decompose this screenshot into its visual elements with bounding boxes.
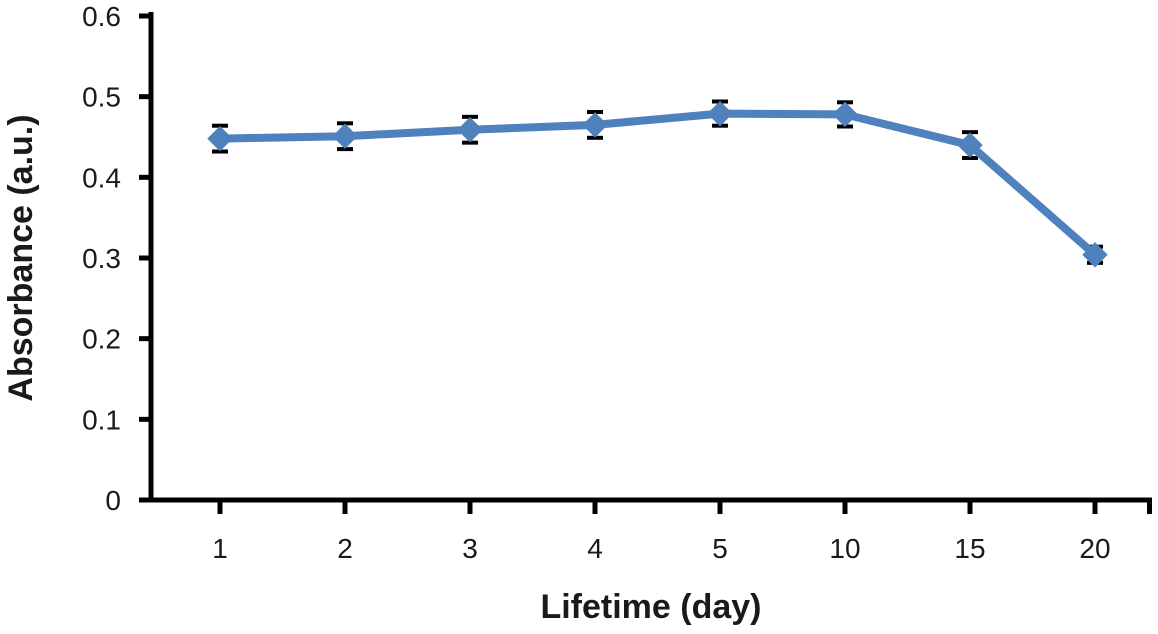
x-axis-title: Lifetime (day): [540, 588, 761, 626]
data-point-marker: [582, 112, 608, 138]
data-point-marker: [957, 132, 983, 158]
x-tick-label: 15: [954, 533, 985, 564]
x-tick-label: 20: [1079, 533, 1110, 564]
y-tick-label: 0.5: [82, 82, 121, 113]
plot-area: 0 0.1 0.2 0.3 0.4 0.5 0.6 1 2 3 4 5 10 15 20: [82, 1, 1152, 564]
x-tick-label: 1: [212, 533, 228, 564]
y-tick-label: 0.2: [82, 324, 121, 355]
data-point-marker: [1082, 242, 1108, 268]
y-tick-label: 0: [105, 485, 121, 516]
y-axis-title: Absorbance (a.u.): [2, 114, 40, 401]
x-tick-label: 2: [337, 533, 353, 564]
data-point-marker: [207, 125, 233, 152]
y-tick-label: 0.6: [82, 1, 121, 32]
x-tick-label: 5: [712, 533, 728, 564]
data-point-marker: [832, 101, 858, 128]
y-tick-label: 0.1: [82, 404, 121, 435]
data-point-marker: [332, 123, 358, 149]
data-point-marker: [707, 100, 733, 127]
y-tick-label: 0.4: [82, 162, 121, 193]
y-tick-label: 0.3: [82, 243, 121, 274]
x-tick-label: 3: [462, 533, 478, 564]
x-tick-label: 10: [829, 533, 860, 564]
x-tick-label: 4: [587, 533, 603, 564]
series-line: [216, 109, 1099, 259]
data-point-marker: [457, 117, 483, 143]
